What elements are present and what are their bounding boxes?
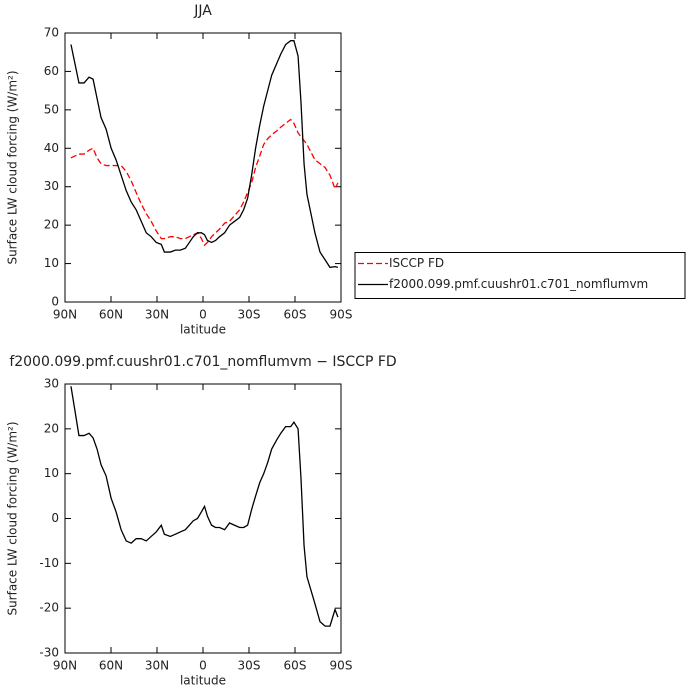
series-line bbox=[70, 386, 339, 627]
y-tick-label: -10 bbox=[39, 556, 59, 570]
chart-title: JJA bbox=[193, 3, 212, 19]
x-tick-label: 30S bbox=[238, 308, 261, 322]
x-tick-label: 30N bbox=[145, 659, 169, 673]
y-tick-label: 50 bbox=[44, 102, 59, 116]
y-tick-label: -30 bbox=[39, 646, 59, 660]
legend-label: f2000.099.pmf.cuushr01.c701_nomflumvm bbox=[389, 277, 648, 291]
y-tick-label: 60 bbox=[44, 64, 59, 78]
y-tick-label: 30 bbox=[44, 377, 59, 391]
x-tick-label: 60S bbox=[284, 659, 307, 673]
y-tick-label: 10 bbox=[44, 256, 59, 270]
y-tick-label: 0 bbox=[51, 511, 59, 525]
x-tick-label: 60N bbox=[99, 308, 123, 322]
y-tick-label: 40 bbox=[44, 141, 59, 155]
y-tick-label: -20 bbox=[39, 601, 59, 615]
x-axis-title: latitude bbox=[180, 323, 226, 337]
y-axis-title: Surface LW cloud forcing (W/m²) bbox=[6, 70, 20, 264]
x-tick-label: 90S bbox=[330, 659, 353, 673]
x-tick-label: 0 bbox=[199, 308, 207, 322]
legend-label: ISCCP FD bbox=[389, 256, 444, 270]
x-tick-label: 90S bbox=[330, 308, 353, 322]
y-tick-label: 30 bbox=[44, 179, 59, 193]
y-tick-label: 10 bbox=[44, 466, 59, 480]
x-tick-label: 0 bbox=[199, 659, 207, 673]
x-tick-label: 30N bbox=[145, 308, 169, 322]
plot-frame bbox=[64, 383, 342, 654]
y-axis-title: Surface LW cloud forcing (W/m²) bbox=[6, 421, 20, 615]
y-tick-label: 0 bbox=[51, 295, 59, 309]
y-tick-label: 20 bbox=[44, 421, 59, 435]
x-tick-label: 30S bbox=[238, 659, 261, 673]
y-tick-label: 20 bbox=[44, 218, 59, 232]
x-axis-title: latitude bbox=[180, 674, 226, 688]
x-tick-label: 90N bbox=[53, 659, 77, 673]
x-tick-label: 90N bbox=[53, 308, 77, 322]
series-line bbox=[70, 40, 339, 269]
x-tick-label: 60S bbox=[284, 308, 307, 322]
series-line bbox=[70, 118, 339, 247]
chart-title: f2000.099.pmf.cuushr01.c701_nomflumvm − … bbox=[9, 354, 396, 370]
x-tick-label: 60N bbox=[99, 659, 123, 673]
y-tick-label: 70 bbox=[44, 26, 59, 40]
legend-box bbox=[354, 252, 686, 299]
